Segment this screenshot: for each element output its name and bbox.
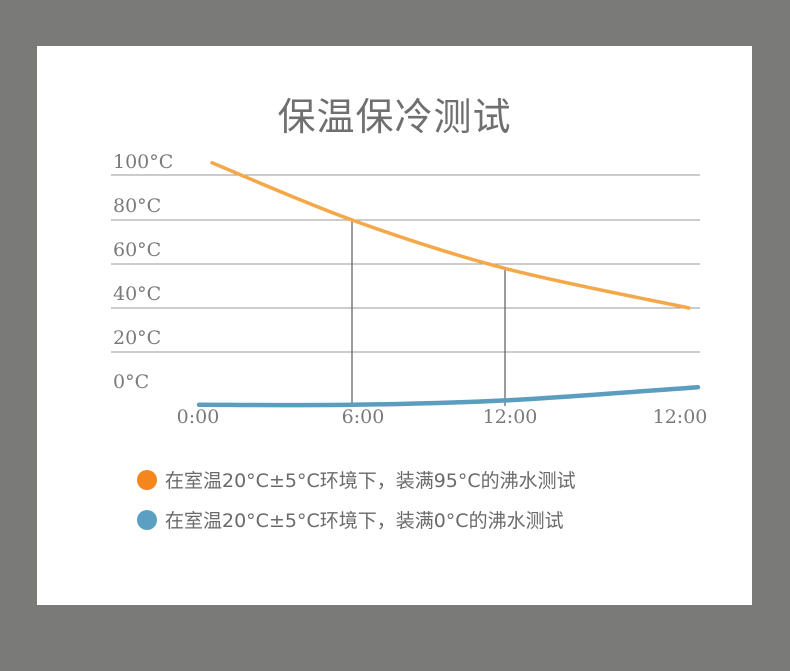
y-tick-label: 80°C <box>113 195 161 217</box>
series-line <box>210 161 691 310</box>
x-tick-label: 0:00 <box>177 406 220 428</box>
y-tick-label: 0°C <box>113 371 149 393</box>
legend-label-hot: 在室温20°C±5°C环境下，装满95°C的沸水测试 <box>165 470 576 492</box>
x-tick-label: 12:00 <box>483 406 538 428</box>
series-line <box>196 384 701 408</box>
y-tick-label: 100°C <box>113 151 173 173</box>
x-tick-label: 6:00 <box>342 406 385 428</box>
y-tick-label: 40°C <box>113 283 161 305</box>
legend-item-hot: 在室温20°C±5°C环境下，装满95°C的沸水测试 <box>137 466 576 493</box>
chart-card: 保温保冷测试 100°C 80°C 60°C 40°C 20°C 0°C 0:00 6:00 1… <box>37 46 752 605</box>
y-tick-label: 20°C <box>113 327 161 349</box>
legend-dot-orange <box>137 469 157 490</box>
y-tick-label: 60°C <box>113 239 161 261</box>
chart-plot: 100°C 80°C 60°C 40°C 20°C 0°C 0:00 6:00 12:00 12:… <box>111 151 708 428</box>
legend-dot-blue <box>137 509 157 530</box>
legend-item-cold: 在室温20°C±5°C环境下，装满0°C的沸水测试 <box>137 506 564 533</box>
x-tick-label: 12:00 <box>653 406 708 428</box>
chart-title: 保温保冷测试 <box>277 95 512 139</box>
legend-label-cold: 在室温20°C±5°C环境下，装满0°C的沸水测试 <box>165 510 564 532</box>
